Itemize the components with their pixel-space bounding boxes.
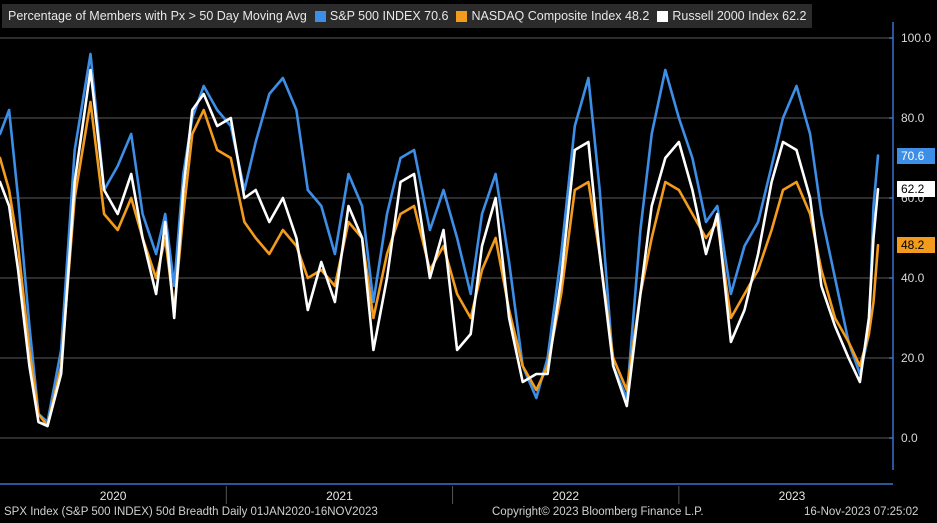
x-tick-labels: 2020 2021 2022 2023: [100, 489, 806, 503]
last-value-badge-russell: 62.2: [897, 181, 935, 198]
legend-item-sp500[interactable]: S&P 500 INDEX 70.6: [314, 9, 449, 23]
legend-item-nasdaq[interactable]: NASDAQ Composite Index 48.2: [456, 9, 649, 23]
year-separators: [225, 486, 680, 504]
y-tick-label: 20.0: [901, 351, 925, 365]
last-value-badge-sp500: 70.6: [897, 147, 935, 164]
legend-label-nasdaq: NASDAQ Composite Index 48.2: [471, 9, 650, 23]
series-line-nasdaq-composite-index: [0, 100, 880, 428]
footer-security-description: SPX Index (S&P 500 INDEX) 50d Breadth Da…: [4, 506, 378, 518]
series-line-russell-2000-index: [0, 68, 880, 428]
x-tick-label: 2022: [552, 489, 579, 503]
footer-timestamp: 16-Nov-2023 07:25:02: [804, 506, 919, 518]
x-tick-label: 2021: [326, 489, 353, 503]
legend-label-sp500: S&P 500 INDEX 70.6: [329, 9, 449, 23]
gridlines: [0, 37, 893, 439]
chart-title: Percentage of Members with Px > 50 Day M…: [8, 9, 307, 23]
y-tick-label: 100.0: [901, 31, 931, 45]
footer-copyright: Copyright© 2023 Bloomberg Finance L.P.: [492, 506, 704, 518]
x-tick-label: 2020: [100, 489, 127, 503]
legend: Percentage of Members with Px > 50 Day M…: [2, 4, 813, 28]
y-tick-label: 80.0: [901, 111, 925, 125]
series-line-s-p-500-index: [0, 52, 880, 424]
y-tick-label: 40.0: [901, 271, 925, 285]
legend-label-russell: Russell 2000 Index 62.2: [672, 9, 807, 23]
last-value-badge-nasdaq: 48.2: [897, 237, 935, 254]
legend-swatch-nasdaq: [456, 10, 468, 22]
legend-swatch-russell: [657, 10, 669, 22]
y-tick-label: 0.0: [901, 431, 918, 445]
legend-item-russell[interactable]: Russell 2000 Index 62.2: [657, 9, 806, 23]
x-tick-label: 2023: [779, 489, 806, 503]
series-lines: [0, 52, 880, 428]
legend-swatch-sp500: [314, 10, 326, 22]
